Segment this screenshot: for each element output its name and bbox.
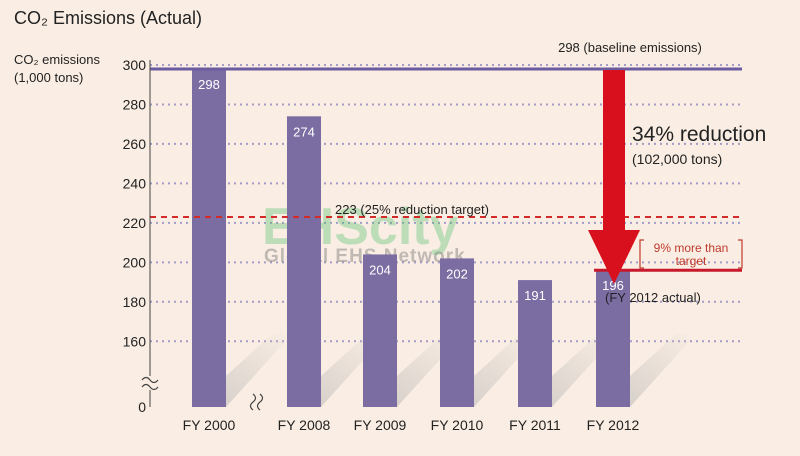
bar xyxy=(440,258,474,407)
y-axis: 0 160 180 200 220 240 260 280 300 xyxy=(123,57,264,415)
x-axis-labels: FY 2000 FY 2008 FY 2009 FY 2010 FY 2011 FY 20… xyxy=(183,417,640,433)
bar xyxy=(192,68,226,408)
target-note-line2: target xyxy=(676,254,707,268)
target-label: 223 (25% reduction target) xyxy=(335,202,489,217)
y-tick-label: 220 xyxy=(123,215,147,231)
bar xyxy=(518,280,552,407)
bar-value-label: 298 xyxy=(198,77,220,92)
x-category-label: FY 2000 xyxy=(183,417,236,433)
y-tick-label: 260 xyxy=(123,136,147,152)
bar-value-label: 196 xyxy=(602,278,624,293)
x-category-label: FY 2008 xyxy=(278,417,331,433)
y-tick-label: 280 xyxy=(123,96,147,112)
y-axis-unit: (1,000 tons) xyxy=(14,70,83,85)
target-note-line1: 9% more than xyxy=(654,241,729,255)
bar xyxy=(596,270,630,407)
reduction-headline: 34% reduction xyxy=(632,123,766,146)
axis-break-marker-left xyxy=(141,376,159,391)
bars: 298 274 204 202 191 196 xyxy=(192,68,630,408)
x-category-label: FY 2012 xyxy=(587,417,640,433)
y-axis-label: CO₂ emissions xyxy=(14,52,100,67)
target-note: 9% more than target xyxy=(639,239,743,269)
x-category-label: FY 2011 xyxy=(509,417,561,433)
y-tick-label: 300 xyxy=(123,57,147,73)
bar-value-label: 202 xyxy=(446,266,468,281)
chart-title: CO₂ Emissions (Actual) xyxy=(14,8,202,28)
y-tick-label: 200 xyxy=(123,254,147,270)
x-category-label: FY 2009 xyxy=(354,417,407,433)
bar-value-label: 191 xyxy=(524,288,546,303)
y-tick-label: 180 xyxy=(123,294,147,310)
y-tick-label: 0 xyxy=(138,399,146,415)
axis-break-marker-bottom xyxy=(249,393,264,411)
bar xyxy=(363,254,397,407)
actual-label: (FY 2012 actual) xyxy=(605,290,701,305)
bar xyxy=(287,116,321,407)
bar-value-label: 204 xyxy=(369,262,391,277)
x-category-label: FY 2010 xyxy=(431,417,484,433)
bar-value-label: 274 xyxy=(293,124,315,139)
reduction-arrow xyxy=(588,70,640,284)
reduction-detail: (102,000 tons) xyxy=(632,151,722,167)
y-tick-label: 160 xyxy=(123,333,147,349)
baseline-label: 298 (baseline emissions) xyxy=(558,40,702,55)
y-tick-label: 240 xyxy=(123,175,147,191)
